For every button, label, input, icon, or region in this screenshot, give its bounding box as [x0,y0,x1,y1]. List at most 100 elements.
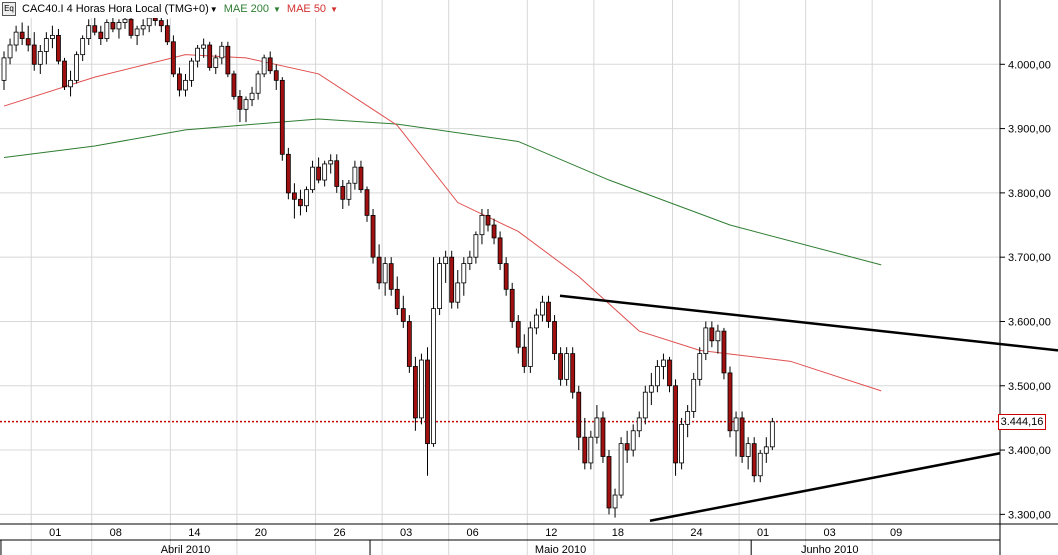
candle-up [255,73,261,94]
candle-up [243,99,249,110]
x-tick-label: 06 [467,527,479,539]
candle-down [582,436,588,464]
candle-down [267,57,273,72]
candle-down [225,45,231,75]
candle-down [31,44,37,65]
candle-up [116,22,122,30]
candle-up [630,430,636,451]
candle-up [757,452,763,477]
candle-up [540,301,545,316]
candle-down [207,44,213,68]
candle-up [479,214,485,236]
candle-up [612,494,618,509]
candle-down [412,366,418,419]
candle-down [358,166,364,191]
candle-down [552,321,557,355]
x-tick-label: 08 [110,527,122,539]
candle-up [769,421,775,448]
candle-up [467,256,473,265]
candle-up [443,256,449,265]
candle-down [364,189,370,216]
x-tick-label: 24 [690,527,702,539]
candle-up [146,17,152,27]
candle-up [328,160,334,165]
x-tick-label: 26 [333,527,345,539]
candle-up [304,189,309,207]
candle-up [195,47,201,62]
candle-down [370,214,376,258]
candle-up [697,353,703,380]
candle-up [715,330,721,342]
candle-up [86,25,92,39]
candle-down [727,372,733,432]
candle-up [104,22,110,39]
candle-down [298,198,303,207]
candle-up [618,443,624,496]
candle-up [636,417,642,432]
candle-up [43,38,49,52]
candle-up [213,57,219,68]
candle-up [763,446,769,454]
candle-down [92,25,98,33]
candle-down [606,456,612,509]
candle-up [261,57,267,75]
candle-down [570,353,576,393]
month-label: Maio 2010 [535,544,586,555]
candle-up [437,263,443,310]
candle-down [503,263,509,290]
candle-down [170,41,176,75]
candle-up [37,51,43,65]
candle-up [431,308,436,445]
candle-down [388,263,394,290]
y-tick-label: 3.400,00 [1008,445,1051,457]
resistance-trendline [559,294,1058,352]
candle-up [691,378,697,412]
candle-down [340,186,346,200]
candle-down [449,256,455,303]
y-tick-label: 3.700,00 [1008,252,1051,264]
symbol-dropdown[interactable]: CAC40.I 4 Horas Hora Local (TMG+0)▼ [22,3,218,15]
y-tick-label: 3.900,00 [1008,124,1051,136]
candle-up [50,34,55,39]
candle-down [56,34,61,62]
support-trendline [649,452,1001,523]
candle-down [291,192,297,200]
candle-up [249,92,255,101]
candle-up [382,263,388,284]
y-tick-label: 3.600,00 [1008,316,1051,328]
y-tick-label: 3.300,00 [1008,509,1051,521]
candle-down [158,20,164,27]
candle-down [739,417,745,457]
candle-up [588,436,594,464]
candle-up [189,60,194,81]
series-line-mae-50 [3,54,882,392]
candle-up [679,423,684,464]
mae200-dropdown[interactable]: MAE 200 ▼ [224,3,281,15]
candle-down [400,308,406,322]
chevron-down-icon: ▼ [209,5,218,14]
candle-down [334,160,340,187]
candle-down [25,38,31,46]
candle-up [140,25,146,30]
x-tick-label: 03 [824,527,836,539]
candle-down [279,79,285,155]
candle-up [352,166,358,184]
candle-up [461,263,467,284]
x-tick-label: 01 [49,527,61,539]
candle-down [406,321,412,367]
candle-up [473,234,479,258]
mae50-dropdown[interactable]: MAE 50 ▼ [287,3,338,15]
candle-up [527,327,533,367]
candle-down [164,25,170,43]
candle-up [183,79,188,91]
month-label: Abril 2010 [161,544,211,555]
x-tick-label: 18 [612,527,624,539]
candle-down [110,22,116,30]
last-price-tag: 3.444,16 [998,413,1046,430]
candle-down [576,391,582,438]
candle-down [667,359,672,387]
candle-up [642,391,648,419]
candle-down [485,214,491,226]
candle-up [322,163,328,181]
